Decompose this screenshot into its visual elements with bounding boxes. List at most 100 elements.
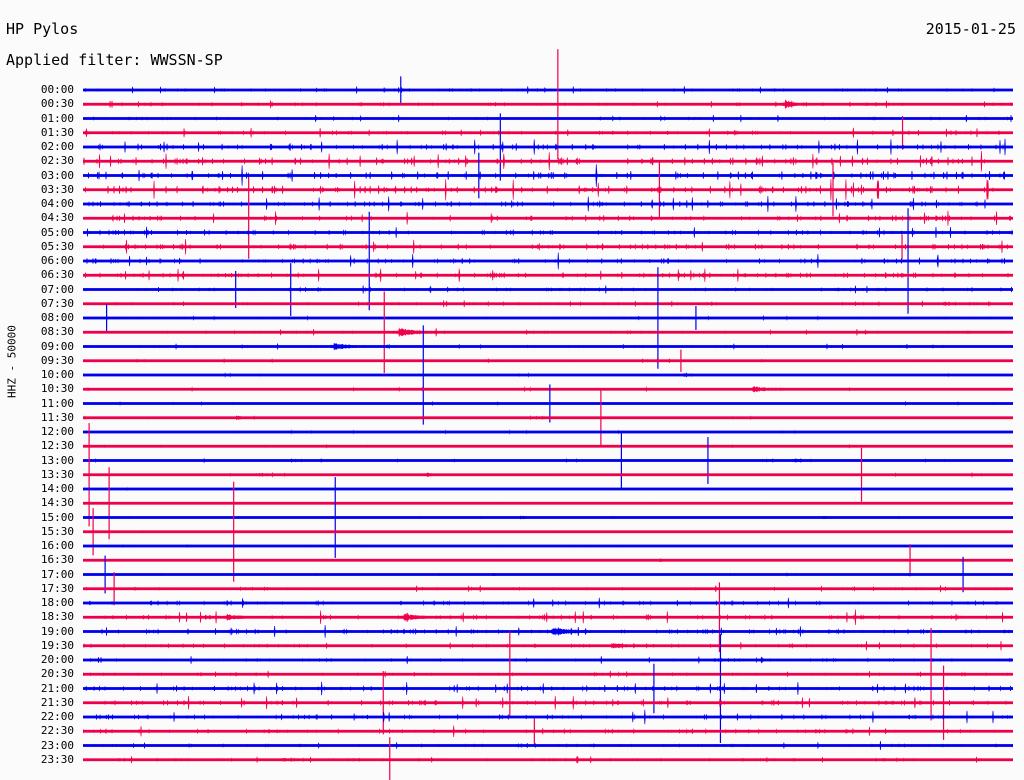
time-label: 09:00: [40, 339, 74, 353]
time-label: 13:00: [40, 453, 74, 467]
time-axis: 00:00 00:30 01:00 01:30 02:00 02:30 03:00 03:30…: [0, 0, 80, 780]
seismogram-canvas: [83, 49, 1013, 780]
time-label: 16:00: [40, 539, 74, 552]
spike-streak: [557, 49, 559, 160]
trace-baseline: [83, 530, 1013, 534]
spike-streak: [600, 388, 602, 448]
time-label: 03:30: [40, 182, 74, 196]
trace-baseline: [83, 501, 1013, 505]
time-label: 23:30: [40, 752, 74, 766]
time-label: 20:00: [40, 653, 74, 666]
time-label: 22:30: [40, 724, 74, 738]
trace-baseline: [83, 644, 1013, 648]
time-label: 12:30: [40, 439, 74, 453]
trace-baseline: [83, 145, 1013, 149]
trace-baseline: [83, 88, 1013, 92]
trace-baseline: [83, 216, 1013, 220]
trace-baseline: [83, 601, 1013, 605]
time-label: 10:30: [40, 382, 74, 396]
trace-baseline: [83, 416, 1013, 420]
spike-streak: [368, 211, 370, 311]
trace-baseline: [83, 459, 1013, 462]
trace-baseline: [83, 188, 1013, 192]
trace-baseline: [83, 117, 1013, 120]
time-label: 21:30: [40, 695, 74, 709]
spike-streak: [942, 665, 945, 740]
time-label: 19:00: [40, 624, 74, 638]
time-label: 02:30: [40, 154, 74, 168]
spike-streak: [113, 572, 115, 606]
spike-streak: [92, 508, 94, 556]
trace-baseline: [83, 744, 1013, 747]
spike-streak: [88, 423, 90, 527]
time-label: 01:00: [40, 111, 74, 125]
time-label: 02:00: [40, 140, 74, 153]
time-label: 19:30: [40, 638, 74, 652]
spike-streak: [907, 208, 909, 314]
spike-streak: [658, 162, 661, 218]
spike-streak: [930, 627, 932, 721]
trace-baseline: [83, 672, 1013, 676]
spike-streak: [901, 115, 904, 150]
time-label: 13:30: [40, 467, 74, 481]
spike-streak: [400, 76, 402, 104]
trace-baseline: [83, 630, 1013, 633]
trace-baseline: [83, 273, 1013, 277]
trace-baseline: [83, 345, 1013, 348]
time-label: 14:00: [40, 482, 74, 495]
time-label: 17:30: [40, 581, 74, 595]
trace-baseline: [83, 359, 1013, 363]
spike-streak: [962, 556, 964, 593]
trace-baseline: [83, 444, 1013, 448]
filter-label: Applied filter: WWSSN-SP: [6, 51, 223, 69]
time-label: 14:30: [40, 496, 74, 510]
time-label: 18:00: [40, 596, 74, 609]
trace-baseline: [83, 159, 1013, 163]
trace-baseline: [83, 302, 1013, 306]
time-label: 22:00: [40, 710, 74, 723]
trace-baseline: [83, 587, 1013, 591]
spike-streak: [718, 582, 721, 653]
time-label: 05:30: [40, 239, 74, 253]
spike-streak: [832, 163, 834, 217]
time-label: 15:00: [40, 510, 74, 524]
spike-streak: [478, 152, 480, 199]
time-label: 16:30: [40, 553, 74, 567]
time-label: 06:00: [40, 254, 74, 267]
time-label: 04:00: [40, 197, 74, 210]
time-label: 10:00: [40, 368, 74, 381]
time-label: 18:30: [40, 610, 74, 624]
spike-streak: [680, 349, 682, 372]
date-label: 2015-01-25: [925, 20, 1016, 38]
trace-baseline: [83, 558, 1013, 562]
time-label: 07:00: [40, 282, 74, 296]
spike-streak: [382, 671, 384, 735]
seismogram-plot: [83, 0, 1013, 780]
trace-baseline: [83, 174, 1013, 177]
time-label: 07:30: [40, 296, 74, 310]
spike-streak: [653, 663, 655, 714]
time-label: 06:30: [40, 268, 74, 282]
trace-baseline: [83, 402, 1013, 405]
time-label: 05:00: [40, 225, 74, 239]
spike-streak: [422, 325, 424, 425]
spike-streak: [901, 234, 903, 260]
trace-baseline: [83, 430, 1013, 434]
spike-streak: [860, 447, 863, 502]
spike-streak: [235, 271, 237, 309]
trace-baseline: [83, 729, 1013, 733]
time-label: 00:30: [40, 97, 74, 111]
trace-baseline: [83, 715, 1013, 719]
time-label: 04:30: [40, 211, 74, 225]
trace-baseline: [83, 544, 1013, 548]
trace-baseline: [83, 487, 1013, 491]
trace-baseline: [83, 573, 1013, 576]
spike-streak: [248, 177, 250, 259]
spike-streak: [909, 544, 911, 577]
trace-baseline: [83, 473, 1013, 477]
spike-streak: [657, 267, 659, 369]
spike-streak: [695, 306, 697, 330]
time-label: 12:00: [40, 425, 74, 438]
page-title: HP Pylos: [6, 20, 79, 38]
